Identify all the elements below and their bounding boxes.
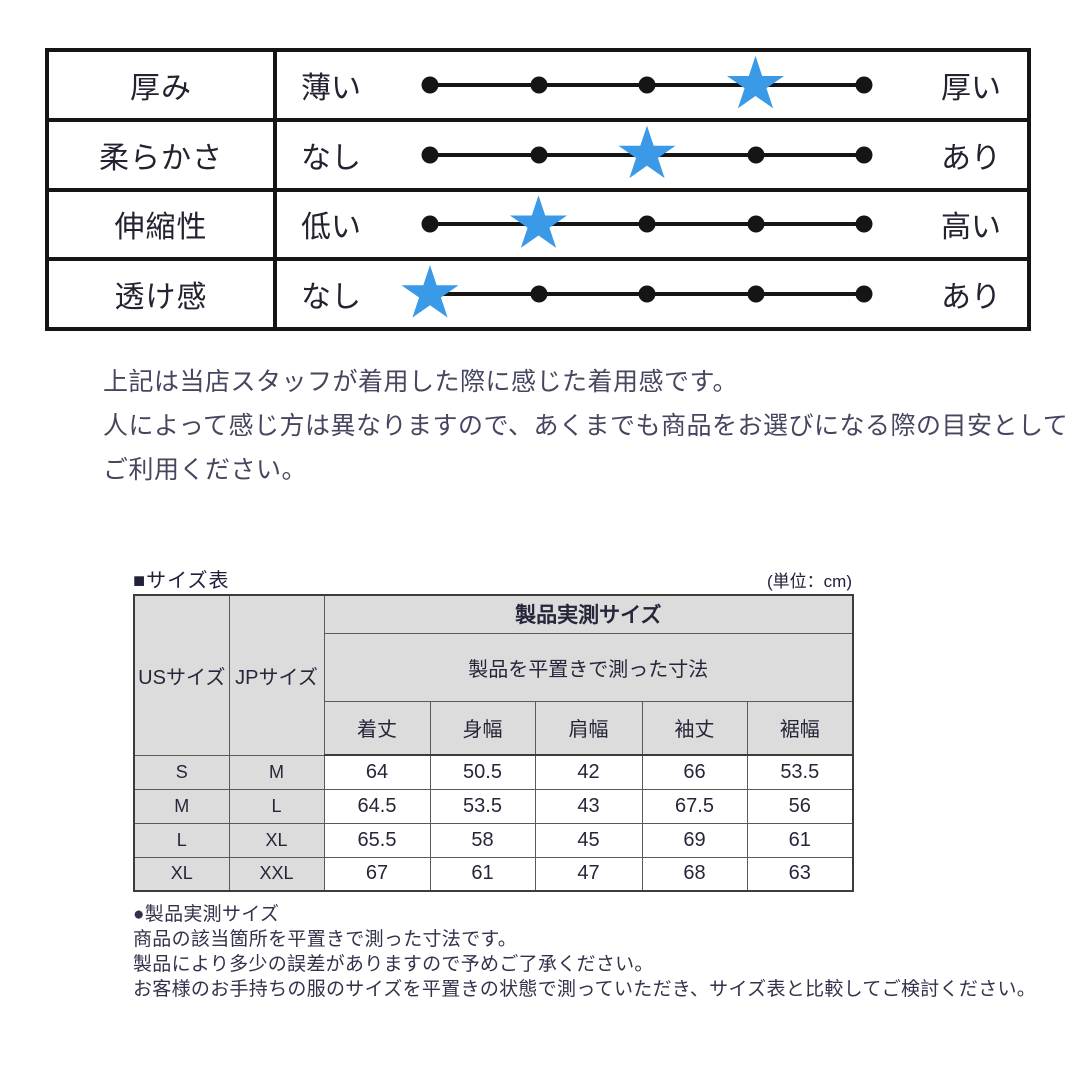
feel-row-label: 厚み: [49, 52, 277, 118]
table-row: XL XXL 67 61 47 68 63: [133, 856, 854, 892]
col-header-sleeve-length: 袖丈: [641, 700, 748, 756]
measure-cell: 42: [534, 754, 643, 790]
col-header-us-size: USサイズ: [133, 594, 230, 756]
us-size-cell: XL: [133, 856, 230, 892]
scale-dot-icon: [530, 76, 547, 94]
rating-scale: [421, 122, 873, 188]
measure-cell: 61: [429, 856, 536, 892]
scale-min-label: なし: [301, 141, 361, 175]
note-line: お客様のお手持ちの服のサイズを平置きの状態で測っていただき、サイズ表と比較してご…: [133, 979, 1037, 1000]
scale-max-label: 高い: [941, 211, 1001, 245]
feel-row-softness: 柔らかさ なし あり: [49, 121, 1027, 192]
scale-dot-icon: [747, 146, 764, 164]
scale-dot-icon: [530, 285, 547, 303]
feel-row-label: 柔らかさ: [49, 121, 277, 188]
note-line: ●製品実測サイズ: [133, 904, 280, 925]
size-table: USサイズ JPサイズ 製品実測サイズ 製品を平置きで測った寸法 着丈 身幅 肩…: [133, 594, 855, 892]
rating-scale: [401, 261, 873, 327]
scale-dot-icon: [855, 285, 873, 303]
jp-size-cell: XL: [228, 822, 325, 858]
feel-row-label: 透け感: [49, 261, 277, 327]
table-row: M L 64.5 53.5 43 67.5 56: [133, 788, 854, 824]
intro-paragraph: 上記は当店スタッフが着用した際に感じた着用感です。 人によって感じ方は異なります…: [103, 360, 1068, 492]
measure-cell: 53.5: [429, 788, 536, 824]
scale-min-label: 薄い: [301, 71, 361, 105]
scale-dot-icon: [638, 76, 656, 94]
scale-max-label: あり: [941, 141, 1001, 175]
rating-scale: [421, 192, 873, 258]
intro-line: ご利用ください。: [103, 456, 308, 484]
feel-scale-cell: 低い 高い: [277, 192, 1027, 258]
measure-cell: 67: [323, 856, 431, 892]
jp-size-cell: M: [228, 754, 325, 790]
jp-size-cell: XXL: [228, 856, 325, 892]
scale-dot-icon: [638, 285, 656, 303]
measure-cell: 68: [641, 856, 748, 892]
measure-cell: 63: [746, 856, 854, 892]
feel-row-sheerness: 透け感 なし あり: [49, 261, 1027, 327]
measure-cell: 64.5: [323, 788, 431, 824]
footnotes: ●製品実測サイズ 商品の該当箇所を平置きで測った寸法です。 製品により多少の誤差…: [133, 902, 1036, 1002]
scale-dot-icon: [855, 215, 873, 233]
scale-dot-icon: [747, 285, 764, 303]
scale-dot-icon: [638, 215, 656, 233]
measure-cell: 56: [746, 788, 854, 824]
measure-cell: 45: [534, 822, 643, 858]
feel-row-stretch: 伸縮性 低い 高い: [49, 191, 1027, 262]
feel-scale-cell: 薄い 厚い: [277, 52, 1027, 118]
scale-min-label: 低い: [301, 211, 361, 245]
feel-scale-cell: なし あり: [277, 122, 1027, 188]
feel-row-thickness: 厚み 薄い 厚い: [49, 52, 1027, 122]
scale-dot-icon: [421, 215, 439, 233]
measure-cell: 69: [641, 822, 748, 858]
jp-size-cell: L: [228, 788, 325, 824]
measure-cell: 58: [429, 822, 536, 858]
intro-line: 上記は当店スタッフが着用した際に感じた着用感です。: [103, 368, 739, 396]
measure-cell: 53.5: [746, 754, 854, 790]
measure-cell: 50.5: [429, 754, 536, 790]
col-header-hem-width: 裾幅: [746, 700, 854, 756]
note-line: 商品の該当箇所を平置きで測った寸法です。: [133, 929, 518, 950]
col-header-jp-size: JPサイズ: [228, 594, 325, 756]
scale-dot-icon: [855, 76, 873, 94]
us-size-cell: M: [133, 788, 230, 824]
us-size-cell: L: [133, 822, 230, 858]
table-row: L XL 65.5 58 45 69 61: [133, 822, 854, 858]
note-line: 製品により多少の誤差がありますので予めご了承ください。: [133, 954, 654, 975]
measure-cell: 43: [534, 788, 643, 824]
measure-cell: 67.5: [641, 788, 748, 824]
table-row: S M 64 50.5 42 66 53.5: [133, 754, 854, 790]
col-header-shoulder-width: 肩幅: [534, 700, 643, 756]
scale-max-label: 厚い: [941, 71, 1001, 105]
measure-cell: 65.5: [323, 822, 431, 858]
rating-scale: [421, 52, 873, 118]
scale-min-label: なし: [301, 281, 361, 315]
feel-row-label: 伸縮性: [49, 191, 277, 258]
scale-max-label: あり: [941, 281, 1001, 315]
measure-cell: 61: [746, 822, 854, 858]
measure-cell: 64: [323, 754, 431, 790]
scale-dot-icon: [421, 146, 439, 164]
scale-dot-icon: [747, 215, 764, 233]
feel-rating-table: 厚み 薄い 厚い 柔らかさ なし あり 伸縮性 低い: [45, 48, 1031, 331]
size-table-unit: (単位：cm): [767, 572, 852, 591]
group-header-measured-size: 製品実測サイズ: [323, 594, 854, 634]
scale-dot-icon: [530, 146, 547, 164]
group-subheader-flat-measure: 製品を平置きで測った寸法: [323, 632, 854, 702]
scale-dot-icon: [421, 76, 439, 94]
size-table-title: ■サイズ表: [133, 570, 230, 592]
intro-line: 人によって感じ方は異なりますので、あくまでも商品をお選びになる際の目安として: [103, 412, 1069, 440]
us-size-cell: S: [133, 754, 230, 790]
scale-dot-icon: [855, 146, 873, 164]
feel-scale-cell: なし あり: [277, 261, 1027, 327]
measure-cell: 47: [534, 856, 643, 892]
measure-cell: 66: [641, 754, 748, 790]
col-header-body-length: 着丈: [323, 700, 431, 756]
col-header-chest-width: 身幅: [429, 700, 536, 756]
size-section-header: ■サイズ表 (単位：cm): [133, 564, 852, 593]
